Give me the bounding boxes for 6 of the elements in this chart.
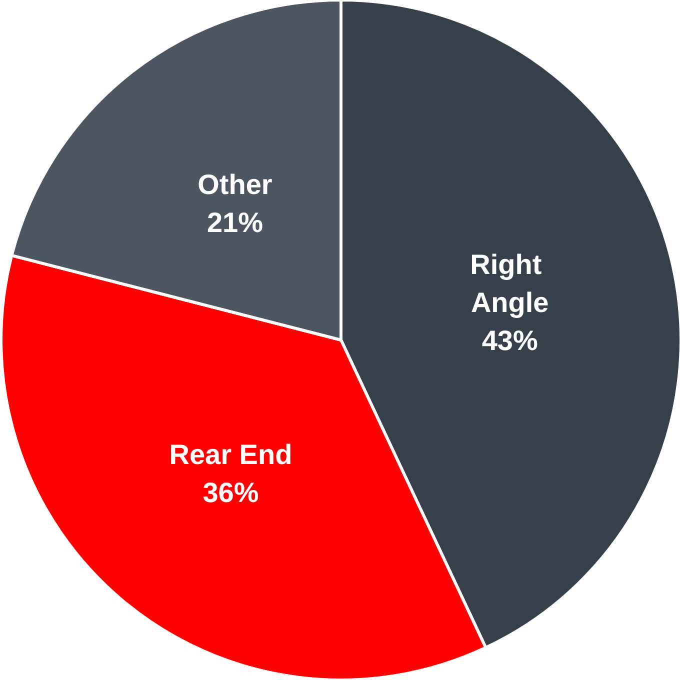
data-label: 43% bbox=[482, 324, 538, 356]
slice-label: Right Angle bbox=[470, 248, 550, 318]
data-label: 21% bbox=[206, 206, 264, 238]
slice-label: Rear End bbox=[169, 438, 292, 470]
data-label: 36% bbox=[202, 476, 259, 508]
slice-label: Other bbox=[198, 168, 272, 200]
